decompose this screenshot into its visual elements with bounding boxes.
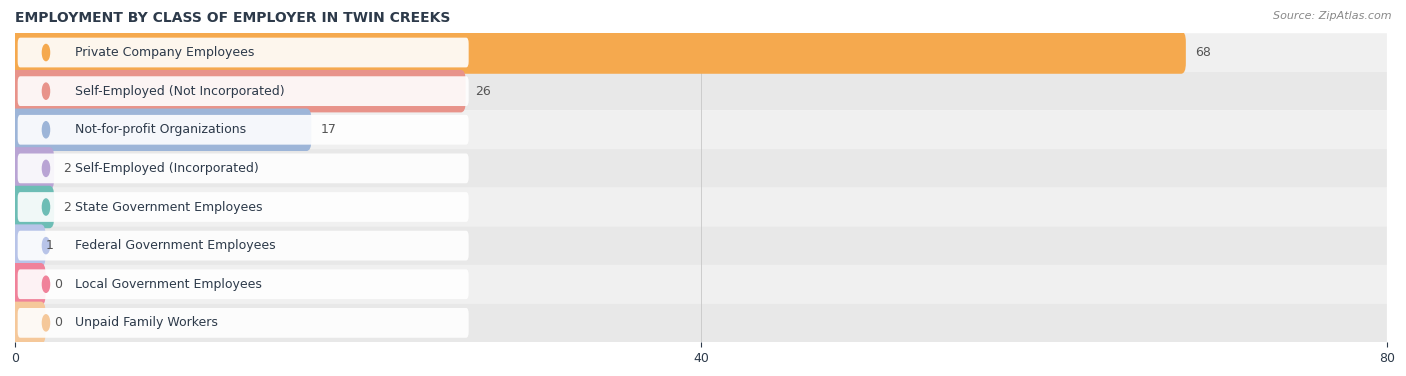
Text: Source: ZipAtlas.com: Source: ZipAtlas.com	[1274, 11, 1392, 21]
FancyBboxPatch shape	[10, 186, 53, 228]
FancyBboxPatch shape	[15, 149, 1386, 188]
FancyBboxPatch shape	[15, 72, 1386, 111]
Circle shape	[42, 238, 49, 254]
Text: 26: 26	[475, 85, 491, 98]
FancyBboxPatch shape	[18, 269, 468, 299]
Text: 0: 0	[55, 278, 62, 291]
FancyBboxPatch shape	[10, 263, 45, 305]
Circle shape	[42, 276, 49, 292]
FancyBboxPatch shape	[15, 111, 1386, 149]
Circle shape	[42, 315, 49, 331]
Text: 1: 1	[46, 239, 53, 252]
Text: Self-Employed (Incorporated): Self-Employed (Incorporated)	[75, 162, 259, 175]
Text: 2: 2	[63, 162, 70, 175]
FancyBboxPatch shape	[10, 147, 53, 190]
FancyBboxPatch shape	[10, 31, 1185, 74]
FancyBboxPatch shape	[18, 76, 468, 106]
Circle shape	[42, 83, 49, 99]
FancyBboxPatch shape	[18, 231, 468, 261]
Text: EMPLOYMENT BY CLASS OF EMPLOYER IN TWIN CREEKS: EMPLOYMENT BY CLASS OF EMPLOYER IN TWIN …	[15, 11, 450, 25]
FancyBboxPatch shape	[10, 70, 465, 112]
FancyBboxPatch shape	[10, 224, 45, 267]
FancyBboxPatch shape	[15, 188, 1386, 226]
Text: 2: 2	[63, 200, 70, 214]
Text: Federal Government Employees: Federal Government Employees	[75, 239, 276, 252]
Circle shape	[42, 44, 49, 61]
Text: State Government Employees: State Government Employees	[75, 200, 263, 214]
FancyBboxPatch shape	[10, 109, 311, 151]
FancyBboxPatch shape	[10, 302, 45, 344]
FancyBboxPatch shape	[15, 33, 1386, 72]
FancyBboxPatch shape	[18, 38, 468, 67]
Circle shape	[42, 160, 49, 176]
Text: Self-Employed (Not Incorporated): Self-Employed (Not Incorporated)	[75, 85, 285, 98]
Text: Private Company Employees: Private Company Employees	[75, 46, 254, 59]
FancyBboxPatch shape	[18, 153, 468, 183]
Circle shape	[42, 122, 49, 138]
Text: 0: 0	[55, 316, 62, 329]
FancyBboxPatch shape	[15, 303, 1386, 342]
Circle shape	[42, 199, 49, 215]
FancyBboxPatch shape	[15, 226, 1386, 265]
Text: 17: 17	[321, 123, 336, 136]
FancyBboxPatch shape	[18, 308, 468, 338]
FancyBboxPatch shape	[18, 192, 468, 222]
FancyBboxPatch shape	[15, 265, 1386, 303]
Text: 68: 68	[1195, 46, 1211, 59]
Text: Unpaid Family Workers: Unpaid Family Workers	[75, 316, 218, 329]
Text: Not-for-profit Organizations: Not-for-profit Organizations	[75, 123, 246, 136]
FancyBboxPatch shape	[18, 115, 468, 145]
Text: Local Government Employees: Local Government Employees	[75, 278, 262, 291]
